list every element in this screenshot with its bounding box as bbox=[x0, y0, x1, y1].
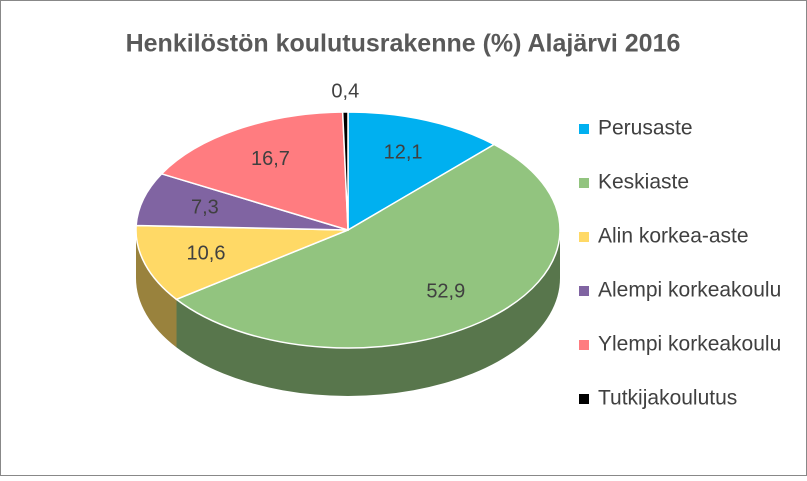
legend-label: Perusaste bbox=[598, 117, 693, 140]
legend-swatch bbox=[579, 286, 589, 296]
pie-slice bbox=[135, 224, 349, 301]
pie-slice bbox=[135, 172, 349, 231]
data-label: 7,3 bbox=[191, 196, 219, 218]
data-label: 52,9 bbox=[426, 280, 465, 302]
legend-label: Keskiaste bbox=[598, 171, 689, 194]
data-label: 10,6 bbox=[187, 242, 226, 264]
legend-swatch bbox=[579, 394, 589, 404]
data-label: 16,7 bbox=[251, 148, 290, 170]
legend-label: Alempi korkeakoulu bbox=[598, 279, 781, 302]
pie-slice-side bbox=[176, 230, 560, 397]
pie-slice bbox=[347, 111, 496, 232]
data-label: 0,4 bbox=[331, 80, 359, 102]
legend-label: Ylempi korkeakoulu bbox=[598, 333, 781, 356]
legend-label: Alin korkea-aste bbox=[598, 225, 749, 248]
legend-swatch bbox=[579, 340, 589, 350]
pie-slice bbox=[174, 143, 561, 349]
legend-swatch bbox=[579, 232, 589, 242]
pie-slice bbox=[160, 111, 349, 232]
pie-slice bbox=[341, 111, 349, 231]
pie-slice-side bbox=[136, 230, 177, 348]
legend-swatch bbox=[579, 178, 589, 188]
legend-swatch bbox=[579, 124, 589, 134]
data-label: 12,1 bbox=[384, 142, 423, 164]
legend-label: Tutkijakoulutus bbox=[598, 387, 737, 410]
chart-title: Henkilöstön koulutusrakenne (%) Alajärvi… bbox=[126, 30, 681, 58]
